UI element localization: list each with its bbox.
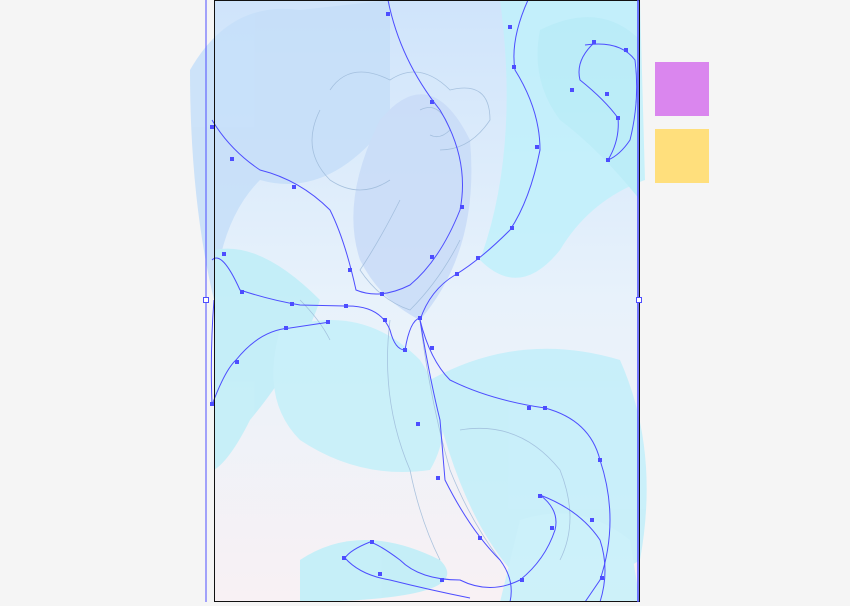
selection-paths[interactable] [210, 0, 638, 603]
bounding-box-handles[interactable] [203, 297, 642, 303]
anchor-points[interactable] [210, 12, 628, 582]
artwork-blobs [190, 0, 647, 602]
swatch-violet[interactable] [655, 62, 709, 116]
swatch-yellow[interactable] [655, 129, 709, 183]
sketch-lines [299, 71, 571, 561]
